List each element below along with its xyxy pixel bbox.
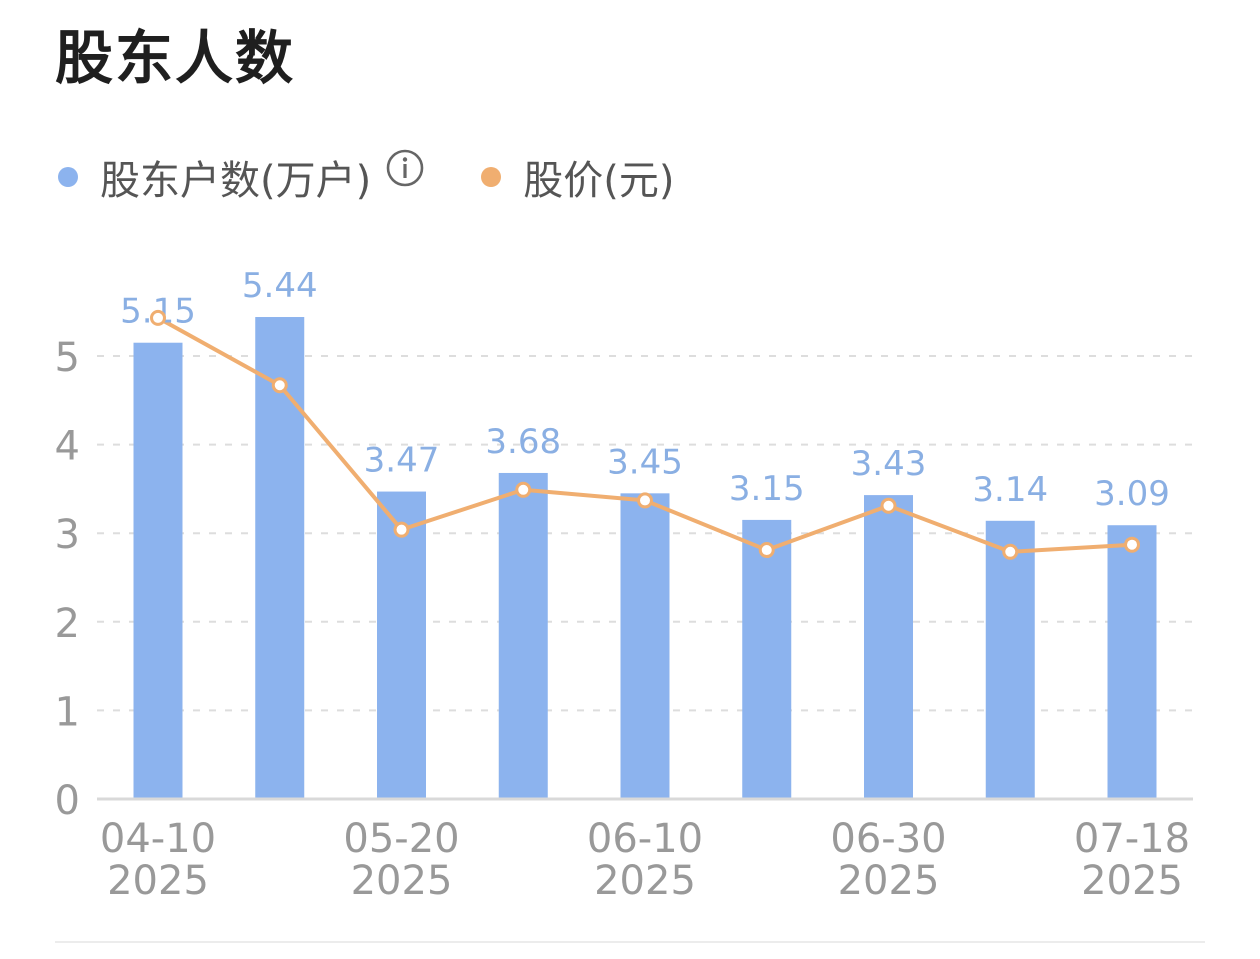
y-tick-label: 4 [55, 424, 80, 470]
legend-item-holders[interactable]: 股东户数(万户) [58, 148, 425, 206]
bottom-divider [55, 941, 1205, 943]
bar [1107, 525, 1157, 799]
y-tick-label: 0 [55, 778, 80, 824]
x-tick-label: 06-10 [587, 816, 703, 862]
legend-dot-holders [58, 167, 78, 187]
bar-value-label: 3.47 [364, 441, 440, 481]
bar-value-label: 3.68 [485, 422, 561, 462]
price-point [515, 481, 532, 498]
info-icon[interactable] [385, 148, 425, 188]
price-point [271, 377, 288, 394]
x-tick-year: 2025 [1081, 858, 1183, 904]
bar-value-label: 3.14 [972, 470, 1048, 510]
x-tick-label: 06-30 [830, 816, 946, 862]
bar [498, 472, 548, 799]
bar-value-label: 3.09 [1094, 474, 1170, 514]
y-tick-label: 5 [55, 335, 80, 381]
x-tick-year: 2025 [351, 858, 453, 904]
bar-value-label: 3.45 [607, 442, 683, 482]
legend-dot-price [481, 167, 502, 187]
price-point [393, 521, 410, 538]
bar [377, 491, 426, 799]
x-tick-label: 07-18 [1074, 816, 1190, 862]
bar [985, 520, 1035, 799]
price-point [758, 542, 775, 559]
price-point [1002, 543, 1019, 560]
bar [864, 495, 913, 799]
x-tick-year: 2025 [594, 858, 696, 904]
legend: 股东户数(万户) 股价(元) [58, 142, 674, 212]
x-tick-label: 04-10 [100, 816, 216, 862]
x-tick-year: 2025 [107, 858, 209, 904]
price-point [637, 492, 653, 509]
page-title: 股东人数 [55, 24, 296, 92]
y-tick-label: 1 [55, 689, 80, 735]
bar-value-label: 3.15 [729, 469, 805, 509]
bar [620, 493, 670, 799]
x-tick-year: 2025 [838, 858, 940, 904]
price-point [1124, 536, 1140, 553]
bar [133, 342, 183, 799]
price-point [150, 309, 166, 326]
bar-value-label: 3.43 [851, 444, 927, 484]
bar [255, 317, 305, 799]
price-point [880, 497, 897, 514]
legend-item-price[interactable]: 股价(元) [481, 148, 674, 206]
y-tick-label: 3 [55, 512, 80, 558]
x-tick-label: 05-20 [343, 816, 459, 862]
bar-value-label: 5.44 [242, 266, 318, 306]
legend-label-holders: 股东户数(万户) [100, 158, 372, 204]
legend-label-price: 股价(元) [523, 158, 675, 204]
bar [742, 519, 792, 799]
y-tick-label: 2 [55, 601, 80, 647]
